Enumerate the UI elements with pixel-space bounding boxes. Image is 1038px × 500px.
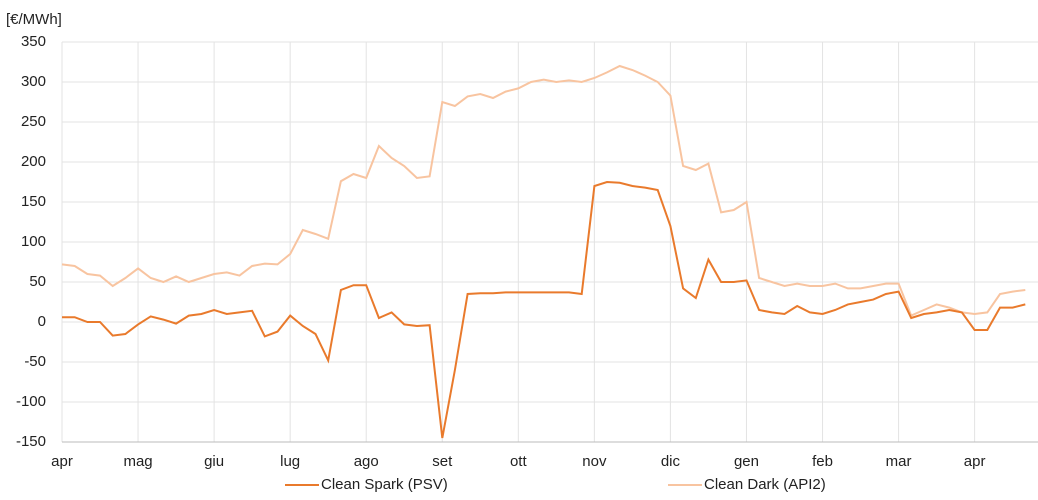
x-tick-label: mar	[886, 453, 912, 470]
x-tick-label: giu	[204, 453, 224, 470]
y-tick-label: 250	[21, 113, 46, 130]
x-tick-label: apr	[51, 453, 73, 470]
series-line	[61, 64, 1026, 317]
y-tick-label: -150	[16, 433, 46, 450]
x-tick-label: ago	[354, 453, 379, 470]
x-tick-label: ott	[510, 453, 528, 470]
x-tick-label: dic	[661, 453, 681, 470]
y-tick-label: -100	[16, 393, 46, 410]
x-tick-label: nov	[582, 453, 607, 470]
legend-label: Clean Dark (API2)	[704, 476, 826, 493]
x-tick-label: lug	[280, 453, 300, 470]
y-tick-label: 0	[38, 313, 46, 330]
y-tick-label: 350	[21, 33, 46, 50]
legend-label: Clean Spark (PSV)	[321, 476, 448, 493]
x-tick-label: feb	[812, 453, 833, 470]
y-tick-label: 100	[21, 233, 46, 250]
x-tick-label: apr	[964, 453, 986, 470]
x-tick-label: set	[432, 453, 453, 470]
x-tick-label: mag	[123, 453, 152, 470]
series-line	[62, 180, 1026, 439]
x-tick-label: gen	[734, 453, 759, 470]
y-tick-label: 200	[21, 153, 46, 170]
y-tick-label: 50	[29, 273, 46, 290]
y-tick-label: 150	[21, 193, 46, 210]
y-tick-label: 300	[21, 73, 46, 90]
y-axis-label: [€/MWh]	[6, 11, 62, 28]
y-tick-label: -50	[24, 353, 46, 370]
